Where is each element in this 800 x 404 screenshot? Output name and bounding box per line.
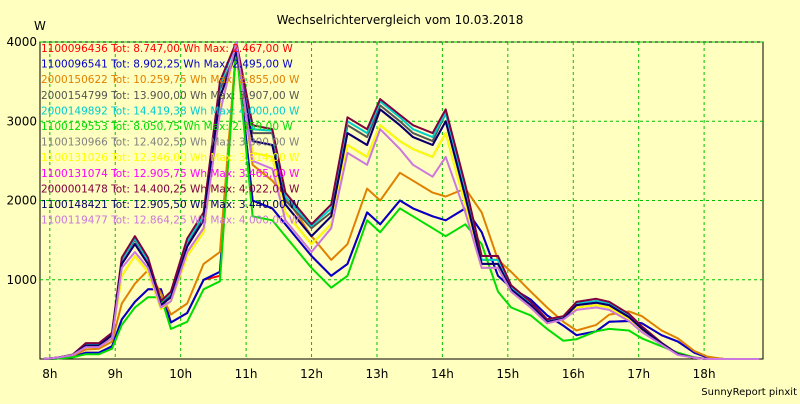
legend-entry: 2000154799 Tot: 13.900,00 Wh Max: 3.907,… xyxy=(41,90,300,102)
series-line-11 xyxy=(43,50,760,360)
legend-entry: 1100119477 Tot: 12.864,25 Wh Max: 4.000,… xyxy=(41,215,300,227)
legend-entry: 1100096436 Tot: 8.747,00 Wh Max: 2.467,0… xyxy=(41,43,293,55)
y-tick-label: 3000 xyxy=(6,114,37,128)
x-tick-label: 10h xyxy=(169,367,192,381)
legend-entry: 1100148421 Tot: 12.905,50 Wh Max: 3.440,… xyxy=(41,199,300,211)
x-tick-label: 16h xyxy=(562,367,585,381)
x-tick-label: 12h xyxy=(300,367,323,381)
y-tick-label: 4000 xyxy=(6,35,37,49)
legend-entry: 1100131074 Tot: 12.905,75 Wh Max: 3.465,… xyxy=(41,168,300,180)
x-tick-label: 8h xyxy=(42,367,57,381)
legend-entry: 1100131026 Tot: 12.346,00 Wh Max: 3.314,… xyxy=(41,152,300,164)
series-line-10 xyxy=(43,41,760,360)
x-tick-label: 9h xyxy=(108,367,123,381)
x-tick-label: 13h xyxy=(366,367,389,381)
legend-entry: 1100130966 Tot: 12.402,50 Wh Max: 3.300,… xyxy=(41,137,300,149)
legend-entry: 2000001478 Tot: 14.400,25 Wh Max: 4.022,… xyxy=(41,183,300,195)
series-line-3 xyxy=(43,45,760,360)
y-tick-label: 2000 xyxy=(6,194,37,208)
series-lines xyxy=(43,41,760,360)
footer-credit: SunnyReport pinxit xyxy=(701,387,797,398)
series-line-6 xyxy=(43,46,760,360)
y-axis-unit: W xyxy=(34,19,46,33)
y-tick-labels: 1000 2000 3000 4000 xyxy=(6,35,37,287)
x-tick-label: 18h xyxy=(693,367,716,381)
x-tick-labels: 8h 9h 10h 11h 12h 13h 14h 15h 16h 17h 18h xyxy=(42,367,715,381)
series-line-12 xyxy=(43,41,760,360)
series-line-8 xyxy=(43,48,760,360)
legend-entry: 2000149892 Tot: 14.419,38 Wh Max: 4.000,… xyxy=(41,105,300,117)
chart-title: Wechselrichtervergleich vom 10.03.2018 xyxy=(277,13,524,27)
x-tick-label: 11h xyxy=(235,367,258,381)
y-tick-label: 1000 xyxy=(6,273,37,287)
x-tick-label: 14h xyxy=(431,367,454,381)
legend-entry: 1100129553 Tot: 8.050,75 Wh Max: 2.359,0… xyxy=(41,121,293,133)
x-tick-label: 17h xyxy=(627,367,650,381)
legend-entry: 2000150622 Tot: 10.259,75 Wh Max: 2.855,… xyxy=(41,74,300,86)
legend-entry: 1100096541 Tot: 8.902,25 Wh Max: 2.495,0… xyxy=(41,59,293,71)
x-tick-label: 15h xyxy=(496,367,519,381)
legend: 1100096436 Tot: 8.747,00 Wh Max: 2.467,0… xyxy=(41,43,300,227)
